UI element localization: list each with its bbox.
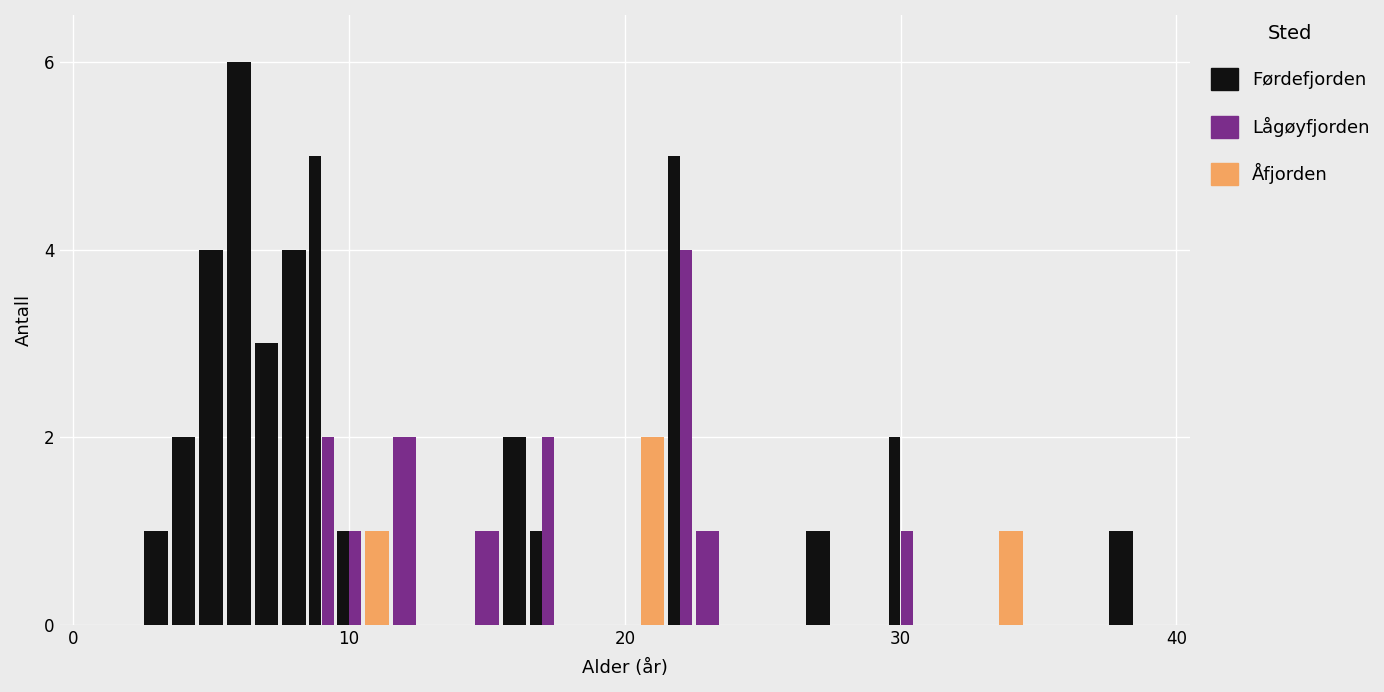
Bar [530, 531, 543, 625]
Bar [227, 62, 251, 625]
Bar [199, 250, 223, 625]
Bar [365, 531, 389, 625]
Bar [889, 437, 901, 625]
X-axis label: Alder (år): Alder (år) [581, 659, 668, 677]
Bar [502, 437, 526, 625]
Bar [282, 250, 306, 625]
Bar [310, 156, 321, 625]
Bar [349, 531, 361, 625]
Bar [543, 437, 554, 625]
Bar [393, 437, 417, 625]
Y-axis label: Antall: Antall [15, 294, 33, 346]
Bar [901, 531, 913, 625]
Bar [1110, 531, 1133, 625]
Bar [696, 531, 720, 625]
Bar [255, 343, 278, 625]
Bar [999, 531, 1023, 625]
Bar [805, 531, 830, 625]
Bar [144, 531, 167, 625]
Bar [681, 250, 692, 625]
Bar [322, 437, 334, 625]
Legend: Førdefjorden, Lågøyfjorden, Åfjorden: Førdefjorden, Lågøyfjorden, Åfjorden [1211, 24, 1370, 185]
Bar [641, 437, 664, 625]
Bar [668, 156, 680, 625]
Bar [172, 437, 195, 625]
Bar [338, 531, 349, 625]
Bar [475, 531, 498, 625]
